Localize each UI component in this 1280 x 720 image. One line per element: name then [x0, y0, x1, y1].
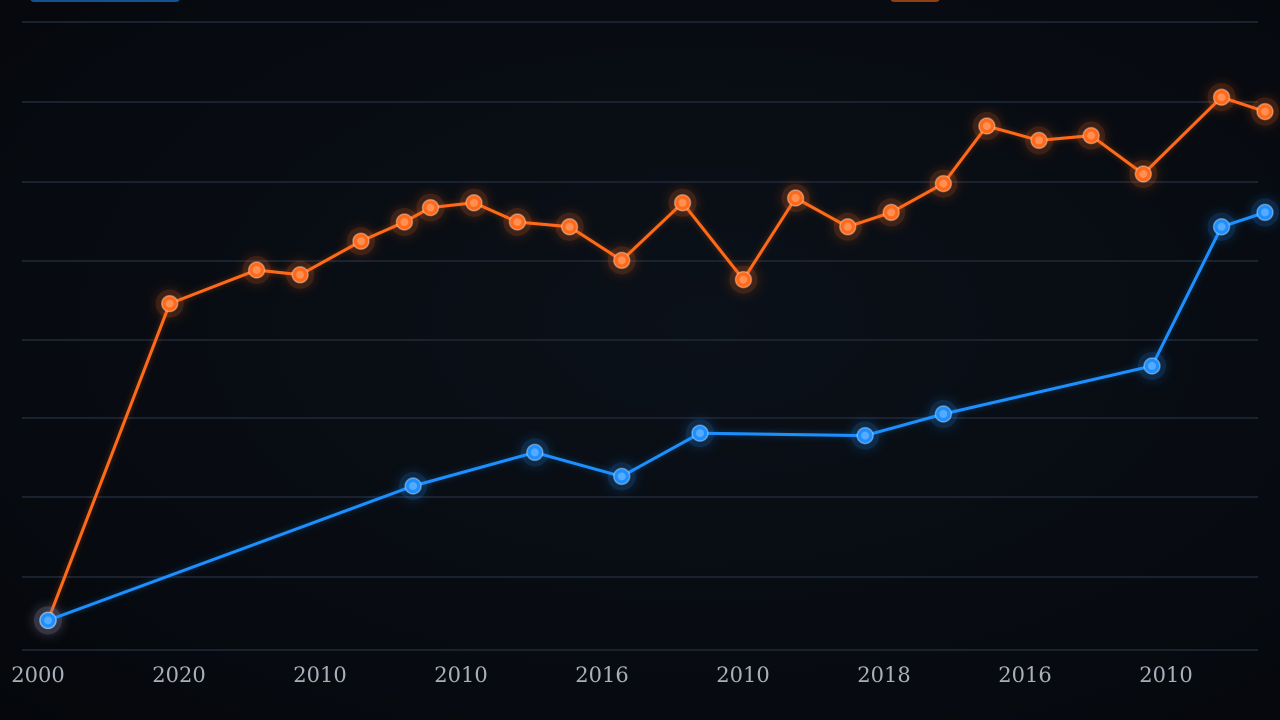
- series-0-point-20: [1134, 165, 1153, 183]
- series-0-glow: [46, 95, 1267, 622]
- x-tick-label-4: 2016: [575, 663, 628, 687]
- series-0-line: [46, 95, 1267, 622]
- series-0-point-core-8: [513, 218, 522, 226]
- series-1-point-6: [934, 405, 953, 423]
- series-0-point-9: [560, 218, 579, 236]
- legend-swatch-blue: [30, 0, 180, 2]
- series-0-point-14: [838, 218, 857, 236]
- series-0-point-core-17: [982, 122, 991, 130]
- series-0-point-15: [882, 203, 900, 222]
- series-group: [34, 83, 1279, 635]
- series-0-point-6: [421, 198, 440, 217]
- series-0-point-17: [978, 117, 996, 135]
- series-1-point-core-0: [44, 616, 52, 625]
- series-0-point-5: [395, 213, 414, 231]
- series-0-point-core-14: [843, 222, 852, 231]
- series-0-point-3: [291, 266, 309, 284]
- series-0-point-core-1: [165, 299, 174, 308]
- x-tick-label-0: 2000: [11, 663, 64, 687]
- series-1-point-core-4: [695, 429, 704, 438]
- series-1-point-core-1: [409, 482, 418, 490]
- series-0-point-core-7: [469, 198, 478, 207]
- series-1-point-core-6: [939, 410, 948, 418]
- series-0-point-19: [1082, 126, 1100, 145]
- series-0-point-11: [673, 194, 692, 212]
- x-axis-tick-labels: 2000 2020 2010 2010 2016 2010 2018 2016 2010: [11, 663, 1192, 687]
- series-1-point-core-2: [530, 448, 539, 457]
- x-tick-label-8: 2010: [1139, 663, 1192, 687]
- x-tick-label-3: 2010: [434, 663, 487, 687]
- series-0-point-core-15: [887, 208, 896, 217]
- series-0-point-21: [1212, 88, 1231, 106]
- series-1-point-2: [526, 443, 544, 462]
- series-0-point-core-20: [1139, 170, 1148, 178]
- grid-lines: [22, 21, 1258, 651]
- series-0-point-core-21: [1217, 93, 1226, 102]
- series-0-point-18: [1030, 131, 1048, 150]
- x-tick-label-7: 2016: [998, 663, 1051, 687]
- series-1-point-core-7: [1147, 362, 1156, 370]
- series-0-point-13: [786, 189, 805, 207]
- x-tick-label-6: 2018: [857, 663, 910, 687]
- legend: [30, 0, 940, 2]
- series-0-point-8: [508, 213, 527, 231]
- series-1-point-3: [612, 467, 631, 486]
- series-0-point-10: [612, 251, 631, 270]
- series-0-point-core-9: [565, 222, 574, 231]
- series-0-point-12: [734, 270, 753, 289]
- series-1-point-core-9: [1261, 208, 1269, 217]
- x-tick-label-2: 2010: [293, 663, 346, 687]
- series-0-point-7: [465, 194, 483, 212]
- series-0-point-core-3: [296, 270, 305, 279]
- series-0-point-core-19: [1087, 131, 1096, 140]
- series-0-point-core-12: [739, 275, 748, 284]
- series-1-point-0: [39, 611, 57, 630]
- series-1-point-9: [1256, 203, 1274, 222]
- series-0-point-core-2: [252, 266, 261, 274]
- series-1-point-8: [1212, 218, 1231, 236]
- series-1-glow: [46, 210, 1267, 622]
- series-0-point-core-6: [426, 203, 435, 212]
- series-1-line: [46, 210, 1267, 622]
- series-1-point-core-8: [1217, 222, 1226, 231]
- x-tick-label-5: 2010: [716, 663, 769, 687]
- series-0-point-core-18: [1034, 136, 1043, 145]
- series-1-point-5: [856, 426, 874, 445]
- series-0-point-16: [934, 174, 953, 193]
- x-tick-label-1: 2020: [152, 663, 205, 687]
- series-0-point-core-22: [1261, 107, 1269, 116]
- legend-swatch-orange: [890, 0, 940, 2]
- series-1-point-4: [691, 424, 709, 442]
- series-0-point-22: [1256, 102, 1274, 121]
- series-1-point-core-3: [617, 472, 626, 481]
- series-1-point-1: [404, 477, 422, 495]
- series-0-point-core-13: [791, 194, 800, 202]
- series-0-point-core-5: [400, 218, 409, 226]
- series-1-point-7: [1143, 357, 1161, 375]
- series-0-point-2: [247, 261, 266, 279]
- series-0-point-core-10: [617, 256, 626, 265]
- series-0-point-core-11: [678, 198, 687, 207]
- series-0-point-4: [352, 232, 370, 250]
- series-0-point-core-4: [356, 237, 365, 246]
- series-1-point-core-5: [861, 431, 870, 440]
- series-0-point-core-16: [939, 179, 948, 188]
- series-0-point-1: [160, 294, 179, 313]
